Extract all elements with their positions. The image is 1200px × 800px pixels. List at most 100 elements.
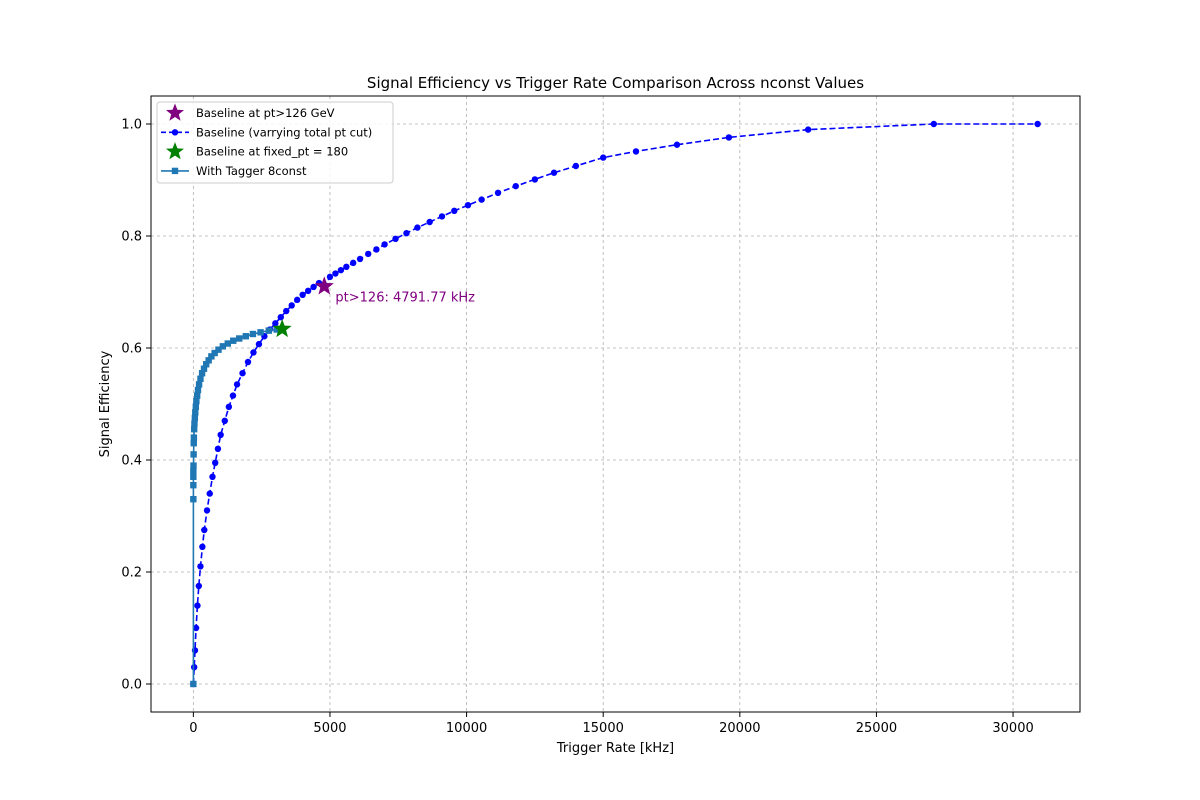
plot-series (190, 120, 1041, 688)
baseline-point (600, 154, 607, 161)
baseline-point (1034, 120, 1041, 128)
baseline-point (403, 230, 410, 237)
y-axis-label: Signal Efficiency (98, 350, 113, 457)
baseline-point (632, 148, 640, 155)
star-pt126-marker (314, 276, 334, 295)
baseline-point (203, 507, 211, 514)
legend: Baseline at pt>126 GeV Baseline (varrying… (156, 101, 394, 184)
baseline-point (197, 563, 204, 570)
tagger-point (190, 434, 198, 441)
grid (151, 96, 1080, 712)
baseline-point (804, 126, 812, 133)
baseline-point (250, 349, 257, 356)
tagger-point (191, 420, 198, 427)
tagger-point (215, 346, 222, 353)
legend-entry-label: Baseline at pt>126 GeV (196, 106, 335, 120)
legend-star-icon (166, 142, 184, 160)
baseline-point (206, 490, 213, 497)
baseline-point (337, 266, 345, 274)
baseline-curve-line (192, 123, 1038, 685)
tagger-point (219, 343, 227, 350)
x-tick-label: 5000 (313, 721, 346, 736)
y-tick-label: 0.6 (121, 342, 142, 357)
x-tick-label: 20000 (719, 721, 760, 736)
baseline-point (550, 169, 558, 176)
tagger-point (190, 482, 197, 489)
tagger-point (202, 361, 210, 368)
baseline-point (277, 314, 284, 321)
baseline-point (209, 473, 216, 480)
tagger-point (257, 329, 264, 336)
baseline-point (288, 302, 295, 309)
baseline-point (332, 270, 339, 277)
baseline-point (572, 162, 580, 170)
tagger-point (190, 680, 197, 688)
baseline-point (343, 263, 350, 270)
baseline-point (392, 235, 399, 242)
axis-ticks: 0 5000 10000 15000 20000 25000 30000 0.0 0.2 0.4 0… (121, 118, 1033, 737)
tagger-point (190, 496, 197, 503)
tagger-point (208, 353, 215, 360)
tagger-point (193, 398, 200, 405)
baseline-point (673, 141, 681, 148)
tagger-point (190, 462, 197, 469)
tagger-point (192, 403, 200, 410)
baseline-point (225, 403, 233, 410)
x-tick-label: 0 (189, 721, 197, 736)
legend-entry-label: With Tagger 8const (196, 164, 307, 178)
tagger-point (230, 337, 237, 344)
baseline-point (239, 370, 246, 377)
legend-box (156, 101, 394, 184)
tagger-point (190, 426, 198, 433)
tagger-point (197, 375, 204, 382)
tagger-point (273, 326, 280, 333)
baseline-point (229, 392, 237, 399)
baseline-point (725, 134, 733, 141)
y-tick-label: 1.0 (121, 118, 142, 133)
x-tick-label: 15000 (583, 721, 624, 736)
baseline-point (214, 445, 222, 452)
tagger-point (249, 330, 257, 338)
y-tick-label: 0.2 (121, 566, 142, 581)
y-tick-label: 0.4 (121, 454, 142, 469)
baseline-point (217, 431, 224, 438)
baseline-point (283, 307, 290, 315)
legend-star-icon (166, 103, 184, 121)
tagger-point (205, 357, 212, 364)
baseline-point (195, 582, 203, 590)
legend-entry-label: Baseline at fixed_pt = 180 (196, 145, 348, 159)
baseline-point (531, 176, 539, 183)
tagger-point (191, 414, 199, 422)
baseline-point (192, 624, 200, 632)
y-tick-label: 0.0 (121, 678, 142, 693)
baseline-point (478, 196, 485, 203)
baseline-point (451, 207, 458, 214)
plot-area-frame (150, 95, 1081, 713)
baseline-point (349, 259, 357, 267)
tagger-point (195, 381, 203, 388)
tagger-point (200, 365, 208, 372)
legend-circle-icon (171, 129, 179, 136)
chart-title: Signal Efficiency vs Trigger Rate Compar… (367, 74, 864, 92)
x-tick-label: 25000 (856, 721, 897, 736)
baseline-point (326, 273, 334, 281)
tagger-point (211, 349, 218, 357)
tagger-point (194, 386, 202, 394)
baseline-point (494, 189, 502, 197)
tagger-point (224, 340, 231, 347)
baseline-point (310, 283, 317, 291)
legend-entry-label: Baseline (varrying total pt cut) (196, 125, 372, 139)
baseline-point (233, 381, 241, 388)
tagger-point (190, 451, 197, 458)
baseline-point (255, 340, 263, 348)
baseline-point (414, 224, 421, 231)
annotation-pt126: pt>126: 4791.77 kHz (335, 291, 475, 306)
baseline-point (438, 213, 446, 220)
baseline-point (373, 246, 380, 253)
tagger-point (190, 440, 197, 447)
baseline-point (212, 459, 219, 466)
tagger-point (192, 409, 199, 416)
baseline-point (299, 291, 306, 298)
baseline-point (272, 320, 279, 327)
